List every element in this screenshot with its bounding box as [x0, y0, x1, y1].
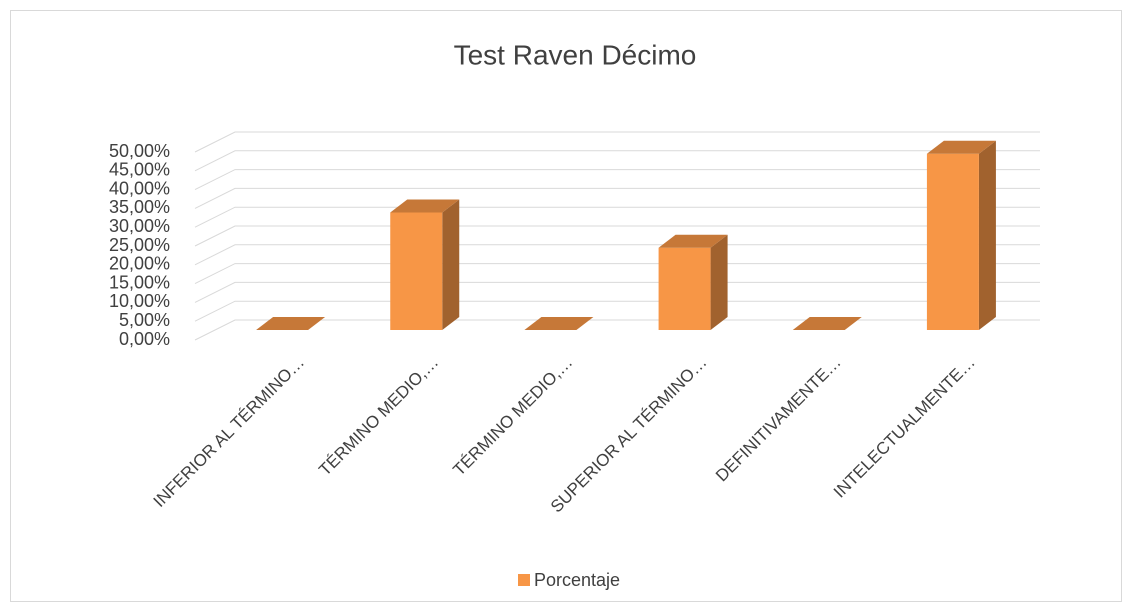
- bar-front: [926, 153, 979, 330]
- y-tick-label: 20,00%: [109, 254, 170, 274]
- y-tick-label: 0,00%: [119, 329, 170, 349]
- legend-swatch: [518, 574, 530, 586]
- bar-side: [978, 140, 996, 330]
- grid-line: [194, 281, 1040, 303]
- grid-line: [194, 187, 1040, 209]
- grid-line: [194, 225, 1040, 247]
- y-tick-label: 35,00%: [109, 197, 170, 217]
- y-tick-label: 50,00%: [109, 141, 170, 161]
- bar-top: [792, 317, 862, 330]
- y-tick-label: 40,00%: [109, 178, 170, 198]
- bar: [658, 234, 728, 330]
- y-tick-label: 15,00%: [109, 272, 170, 292]
- bar: [926, 140, 996, 330]
- legend-label: Porcentaje: [534, 570, 620, 590]
- grid-line: [194, 319, 1040, 341]
- grid-line: [194, 206, 1040, 228]
- y-tick-label: 45,00%: [109, 160, 170, 180]
- grid-line: [194, 244, 1040, 266]
- bar-top: [256, 317, 326, 330]
- y-tick-label: 10,00%: [109, 291, 170, 311]
- bar-front: [658, 247, 711, 330]
- grid-line: [194, 263, 1040, 285]
- y-tick-label: 30,00%: [109, 216, 170, 236]
- bar-top: [658, 234, 728, 248]
- bar: [792, 317, 862, 330]
- bar: [256, 317, 326, 330]
- bar-side: [710, 234, 728, 330]
- bar-front: [390, 212, 443, 330]
- grid-line: [194, 131, 1040, 153]
- bar-top: [926, 140, 996, 154]
- bar-top: [524, 317, 594, 330]
- bar-top: [390, 199, 460, 213]
- y-tick-label: 5,00%: [119, 310, 170, 330]
- grid-line: [194, 169, 1040, 191]
- bar: [390, 199, 460, 330]
- grid-line: [194, 300, 1040, 322]
- chart-title: Test Raven Décimo: [454, 39, 697, 70]
- bar: [524, 317, 594, 330]
- bar-side: [442, 199, 460, 330]
- y-tick-label: 25,00%: [109, 235, 170, 255]
- grid-line: [194, 150, 1040, 172]
